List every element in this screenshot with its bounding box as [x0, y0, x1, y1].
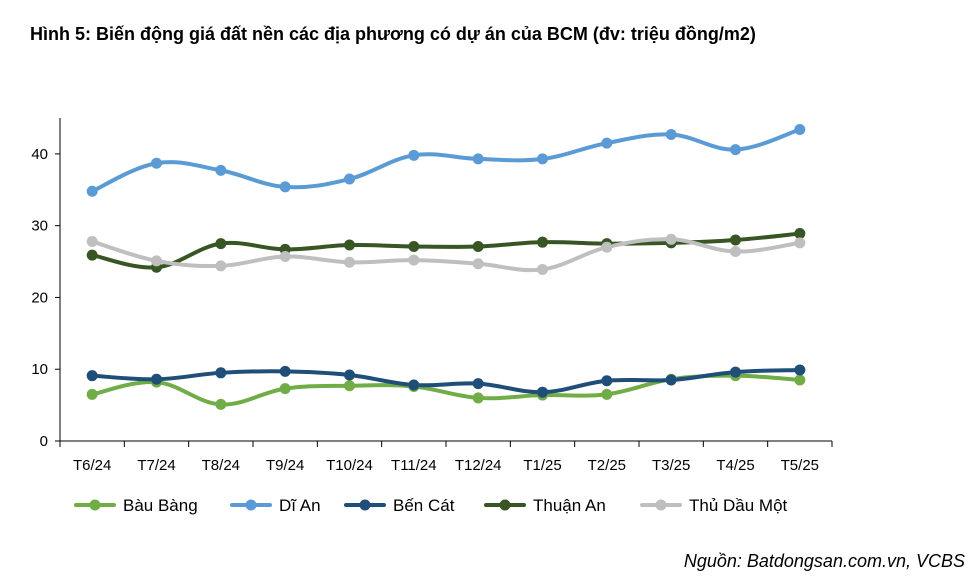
data-point [279, 181, 291, 193]
y-tick-label: 40 [31, 146, 48, 163]
data-point [344, 380, 355, 392]
axes: 0 10 20 30 40 T6/24 T7/24 T8/24 T9/24 T10/24 T11/2… [31, 118, 833, 474]
y-tick-label: 10 [31, 361, 48, 378]
data-point [730, 144, 741, 156]
data-point [665, 233, 677, 245]
data-point [472, 153, 484, 165]
x-tick-label: T8/24 [202, 457, 240, 474]
data-point [86, 249, 98, 261]
data-point [86, 370, 98, 382]
data-point [794, 237, 806, 249]
data-point [665, 129, 677, 141]
legend-label: Thủ Dầu Một [689, 496, 788, 515]
data-point [665, 374, 677, 386]
data-point [215, 164, 227, 176]
series-line [90, 231, 802, 270]
data-point [472, 258, 484, 270]
y-tick-label: 0 [40, 433, 48, 450]
data-point [86, 388, 98, 400]
x-tick-label: T5/25 [781, 457, 819, 474]
data-point [215, 260, 227, 272]
data-point [730, 234, 741, 246]
legend-label: Bến Cát [393, 496, 455, 515]
data-point [151, 255, 162, 267]
legend-swatch-marker [245, 499, 257, 511]
series-points [86, 123, 806, 410]
source-note: Nguồn: Batdongsan.com.vn, VCBS [683, 551, 965, 571]
series-lines [90, 127, 802, 407]
data-point [601, 388, 613, 400]
legend-swatch-marker [655, 499, 667, 511]
data-point [279, 365, 291, 377]
x-tick-label: T9/24 [266, 457, 304, 474]
y-tick-label: 30 [31, 218, 48, 235]
x-tick-label: T7/24 [137, 457, 175, 474]
x-tick-label: T10/24 [326, 457, 373, 474]
legend: Bàu Bàng Dĩ An Bến Cát Thuận An Thủ Dầu Một [74, 496, 788, 515]
series-line [90, 373, 802, 407]
legend-label: Bàu Bàng [123, 496, 198, 515]
data-point [537, 236, 548, 248]
chart-title: Hình 5: Biến động giá đất nền các địa ph… [30, 24, 756, 44]
x-tick-label: T12/24 [455, 457, 502, 474]
x-tick-label: T3/25 [652, 457, 690, 474]
data-point [601, 375, 613, 387]
series-line [90, 367, 802, 395]
data-point [215, 238, 227, 250]
data-point [730, 246, 741, 258]
data-point [537, 153, 548, 165]
data-point [794, 364, 806, 376]
legend-swatch-marker [89, 499, 101, 511]
data-point [408, 149, 420, 161]
series-line [90, 127, 802, 194]
legend-swatch-marker [499, 499, 511, 511]
data-point [215, 367, 227, 379]
x-tick-label: T4/25 [716, 457, 754, 474]
legend-label: Dĩ An [279, 496, 321, 515]
data-point [472, 378, 484, 390]
data-point [86, 235, 98, 247]
data-point [472, 392, 484, 404]
data-point [601, 137, 613, 149]
data-point [794, 374, 806, 386]
data-point [408, 254, 420, 266]
data-point [794, 123, 806, 135]
y-tick-label: 20 [31, 289, 48, 306]
data-point [279, 251, 291, 263]
data-point [537, 386, 548, 398]
data-point [730, 366, 741, 378]
data-point [279, 383, 291, 395]
data-point [344, 173, 355, 185]
data-point [472, 240, 484, 252]
data-point [408, 379, 420, 391]
data-point [408, 240, 420, 252]
data-point [537, 263, 548, 275]
series-line [90, 237, 802, 273]
data-point [344, 239, 355, 251]
data-point [344, 256, 355, 268]
legend-swatch-marker [359, 499, 371, 511]
x-tick-label: T1/25 [523, 457, 561, 474]
x-tick-label: T11/24 [391, 457, 437, 474]
data-point [151, 373, 162, 385]
data-point [794, 228, 806, 240]
data-point [344, 369, 355, 381]
data-point [601, 241, 613, 253]
legend-label: Thuận An [533, 496, 606, 515]
x-tick-label: T6/24 [73, 457, 111, 474]
data-point [86, 185, 98, 197]
data-point [151, 157, 162, 169]
data-point [215, 398, 227, 410]
x-tick-label: T2/25 [588, 457, 626, 474]
